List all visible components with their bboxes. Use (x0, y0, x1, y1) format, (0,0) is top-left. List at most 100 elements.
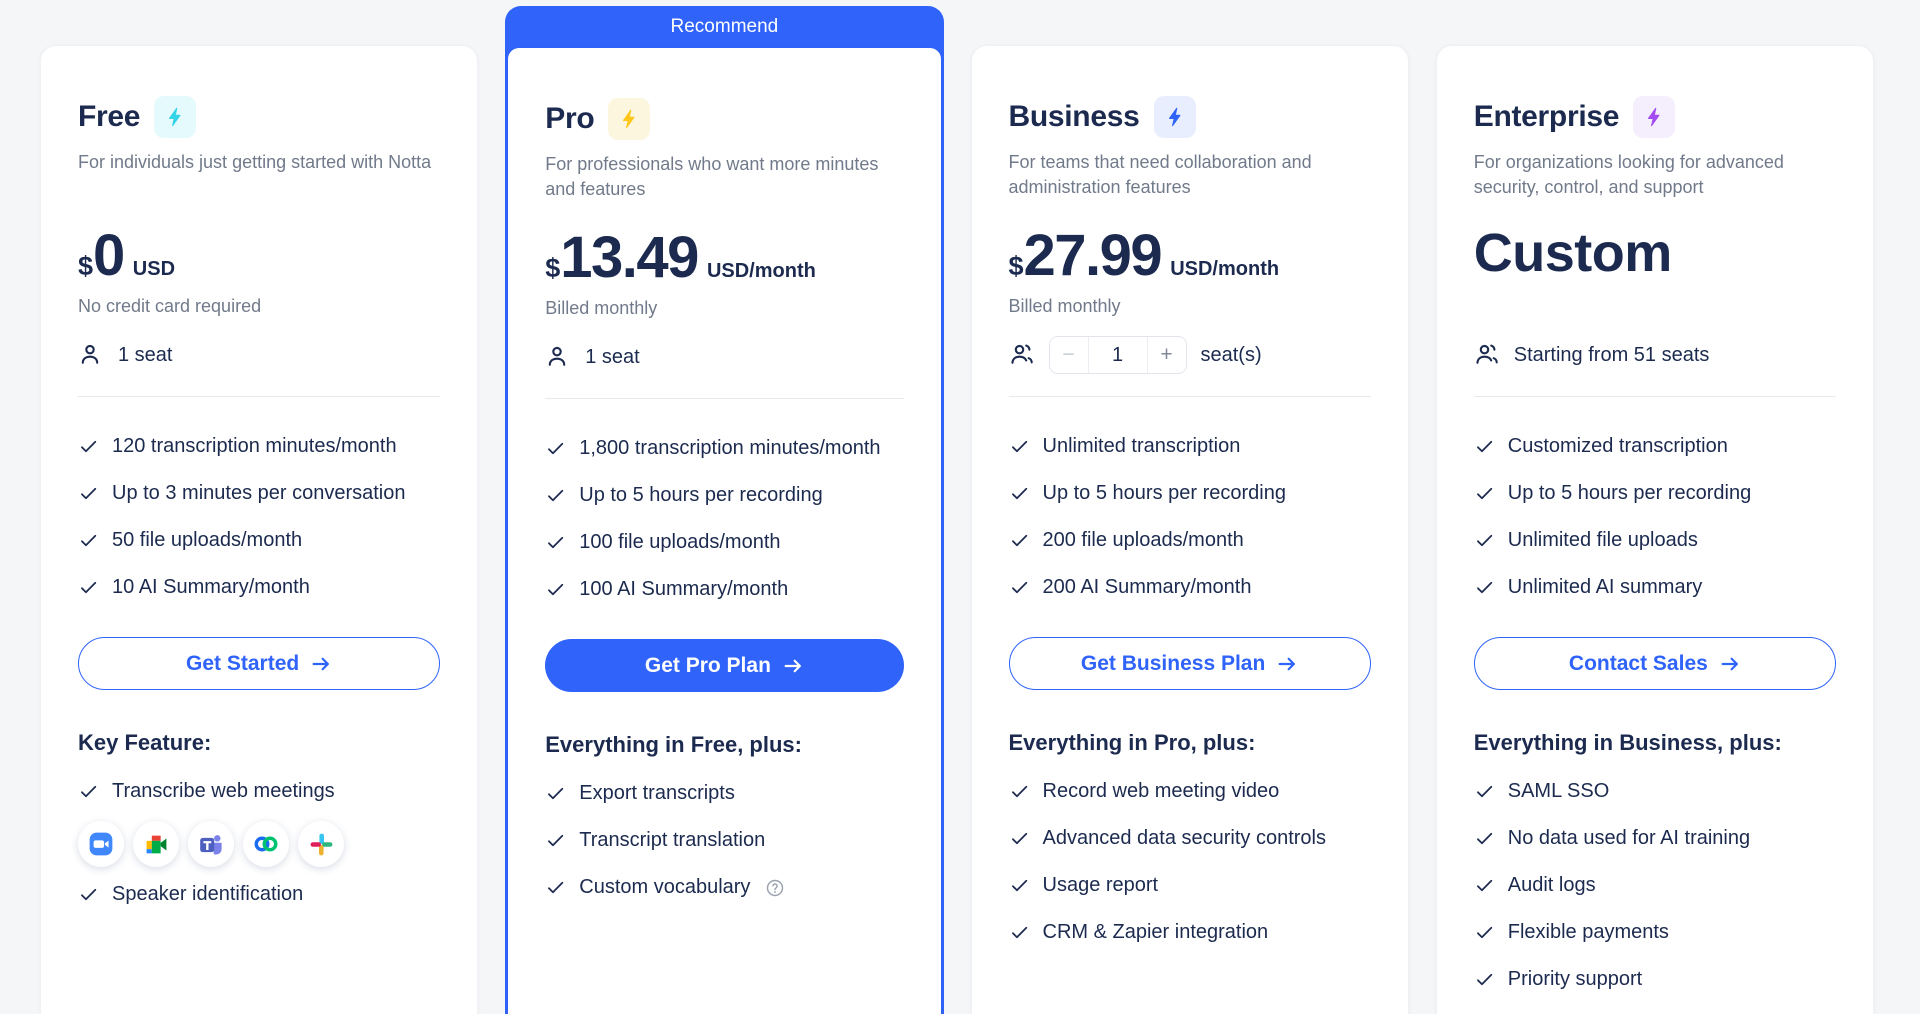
price-amount: 13.49 (560, 225, 699, 290)
price-unit: USD/month (1170, 258, 1280, 280)
price-currency: $ (1008, 251, 1024, 281)
divider (545, 398, 904, 399)
check-icon (1009, 483, 1030, 504)
feature-item: 100 AI Summary/month (545, 566, 903, 613)
feature-item: Advanced data security controls (1009, 815, 1371, 862)
user-icon (78, 342, 104, 368)
plan-description: For professionals who want more minutes … (545, 154, 879, 199)
feature-item: Up to 5 hours per recording (545, 472, 903, 519)
check-icon (1474, 781, 1495, 802)
check-icon (1474, 828, 1495, 849)
feature-item: Unlimited transcription (1009, 423, 1371, 470)
feature-list: 120 transcription minutes/month Up to 3 … (78, 423, 440, 611)
feature-item: Audit logs (1474, 862, 1836, 909)
divider (1473, 396, 1836, 397)
price-note (1474, 296, 1836, 326)
seat-info: Starting from 51 seats (1474, 334, 1836, 376)
webex-icon (243, 821, 289, 867)
feature-item: Priority support (1474, 956, 1836, 1003)
seat-count-value[interactable]: 1 (1087, 337, 1148, 373)
extra-feature-list: Export transcripts Transcript translatio… (545, 770, 903, 911)
increase-seats-button[interactable]: + (1147, 337, 1186, 373)
get-pro-plan-button[interactable]: Get Pro Plan (545, 639, 904, 692)
lightning-icon (154, 96, 197, 138)
feature-item: Up to 3 minutes per conversation (78, 470, 440, 517)
check-icon (545, 485, 566, 506)
arrow-right-icon (782, 655, 804, 677)
lightning-icon (608, 98, 651, 140)
arrow-right-icon (310, 653, 332, 675)
plan-name-pro: Pro (545, 102, 595, 135)
feature-list: 1,800 transcription minutes/month Up to … (545, 425, 903, 613)
recommend-badge: Recommend (670, 16, 779, 37)
check-icon (78, 577, 99, 598)
seat-label: 1 seat (118, 343, 173, 366)
feature-item: Transcribe web meetings (78, 768, 440, 815)
lightning-icon (1153, 96, 1196, 138)
extra-feature-list: SAML SSO No data used for AI training Au… (1474, 768, 1836, 1003)
decrease-seats-button[interactable]: − (1049, 337, 1088, 373)
feature-item: Up to 5 hours per recording (1474, 470, 1836, 517)
check-icon (545, 830, 566, 851)
recommended-plan-wrapper: Recommend Pro For professionals who want… (505, 6, 944, 1014)
price-currency: $ (545, 253, 561, 283)
help-icon[interactable] (765, 878, 785, 898)
check-icon (545, 532, 566, 553)
plan-card-enterprise: Enterprise For organizations looking for… (1435, 0, 1874, 1014)
check-icon (78, 530, 99, 551)
check-icon (1474, 436, 1495, 457)
plan-price: $ 13.49 USD/month (545, 224, 903, 296)
feature-item: Customized transcription (1474, 423, 1836, 470)
get-started-button[interactable]: Get Started (78, 637, 441, 690)
price-amount: 27.99 (1023, 223, 1163, 288)
check-icon (1009, 875, 1030, 896)
get-business-plan-button[interactable]: Get Business Plan (1008, 637, 1371, 690)
lightning-icon (1633, 96, 1676, 138)
microsoft-teams-icon (188, 821, 234, 867)
plan-price: $ 27.99 USD/month (1009, 222, 1371, 294)
check-icon (1474, 969, 1495, 990)
check-icon (1009, 781, 1030, 802)
check-icon (545, 579, 566, 600)
plan-description: For organizations looking for advanced s… (1473, 152, 1784, 197)
feature-list: Unlimited transcription Up to 5 hours pe… (1009, 423, 1371, 611)
feature-list: Customized transcription Up to 5 hours p… (1474, 423, 1836, 611)
plan-card-free: Free For individuals just getting starte… (40, 0, 479, 1014)
feature-item: 10 AI Summary/month (78, 564, 440, 611)
check-icon (1474, 530, 1495, 551)
plan-description: For individuals just getting started wit… (78, 152, 432, 172)
seat-label: 1 seat (585, 345, 640, 368)
seat-info: 1 seat (545, 336, 903, 378)
check-icon (78, 884, 99, 905)
plan-name-business: Business (1008, 100, 1140, 133)
price-unit: USD (132, 258, 176, 280)
feature-item: 100 file uploads/month (545, 519, 903, 566)
plan-description: For teams that need collaboration and ad… (1008, 152, 1312, 197)
contact-sales-button[interactable]: Contact Sales (1473, 637, 1836, 690)
price-note: No credit card required (78, 296, 262, 316)
check-icon (1474, 483, 1495, 504)
feature-item: Transcript translation (545, 817, 903, 864)
feature-item: Usage report (1009, 862, 1371, 909)
slack-icon (298, 821, 344, 867)
feature-item: Record web meeting video (1009, 768, 1371, 815)
check-icon (1009, 577, 1030, 598)
price-currency: $ (78, 251, 94, 281)
check-icon (78, 483, 99, 504)
feature-item: Export transcripts (545, 770, 903, 817)
divider (78, 396, 441, 397)
arrow-right-icon (1719, 653, 1741, 675)
feature-item: SAML SSO (1474, 768, 1836, 815)
users-icon (1009, 342, 1035, 368)
plan-card-pro: Recommend Pro For professionals who want… (505, 0, 944, 1014)
key-feature-heading: Key Feature: (78, 730, 212, 755)
arrow-right-icon (1276, 653, 1298, 675)
feature-item: Speaker identification (78, 871, 440, 918)
plan-name-free: Free (78, 100, 141, 133)
user-icon (545, 344, 571, 370)
feature-item: Unlimited AI summary (1474, 564, 1836, 611)
everything-in-free-heading: Everything in Free, plus: (545, 732, 802, 757)
seat-stepper[interactable]: − 1 + (1048, 336, 1187, 374)
divider (1008, 396, 1371, 397)
